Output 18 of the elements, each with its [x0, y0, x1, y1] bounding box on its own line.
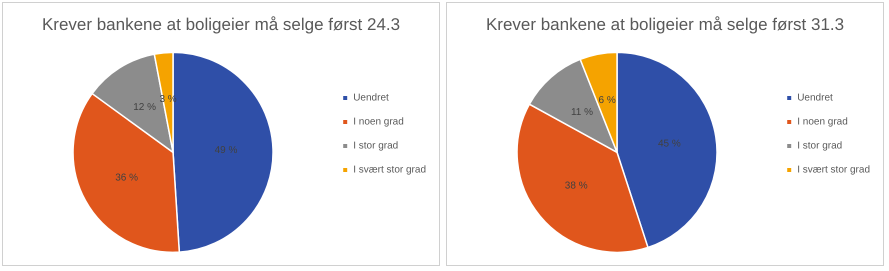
data-label: 36 % [115, 172, 138, 184]
chart-title: Krever bankene at boligeier må selge først 31.3 [486, 15, 844, 34]
data-label: 49 % [214, 145, 238, 156]
legend-label: I noen grad [353, 116, 404, 128]
legend-label: I stor grad [353, 140, 398, 152]
data-label: 11 % [570, 107, 594, 118]
legend-label: I noen grad [797, 116, 848, 128]
data-label: 12 % [133, 102, 156, 114]
data-label: 3 % [159, 94, 177, 106]
data-label: 38 % [564, 180, 588, 192]
chart-title: Krever bankene at boligeier må selge først 24.3 [42, 15, 400, 34]
legend-label: Uendret [353, 92, 389, 104]
legend-label: Uendret [797, 92, 833, 104]
legend-label: I svært stor grad [797, 164, 870, 176]
data-label: 45 % [658, 138, 681, 150]
legend-label: I stor grad [797, 140, 842, 152]
legend-label: I svært stor grad [353, 164, 426, 176]
data-label: 6 % [598, 94, 616, 106]
